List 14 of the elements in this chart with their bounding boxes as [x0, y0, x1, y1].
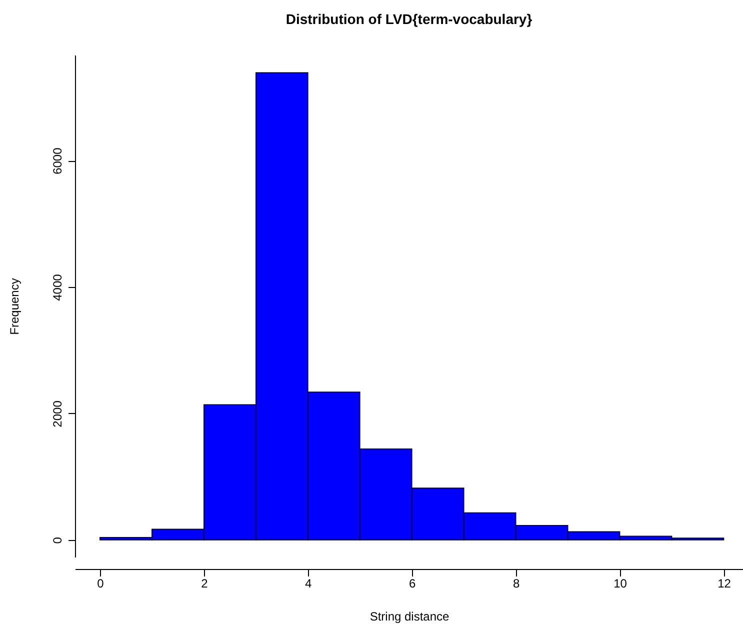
x-tick-label: 10	[614, 576, 628, 590]
x-tick-label: 2	[201, 576, 208, 590]
y-tick-label: 2000	[50, 400, 64, 428]
y-tick-label: 4000	[50, 274, 64, 301]
x-axis-title: String distance	[370, 610, 450, 624]
x-tick-label: 4	[305, 576, 312, 590]
x-tick-label: 0	[97, 576, 104, 590]
x-tick-label: 8	[512, 576, 520, 590]
y-tick-label: 6000	[50, 147, 64, 174]
x-tick-label: 12	[718, 576, 732, 590]
chart-title: Distribution of LVD{term-vocabulary}	[286, 11, 533, 27]
y-tick-label: 0	[50, 536, 64, 544]
y-axis-title: Frequency	[8, 278, 22, 335]
x-tick-label: 6	[409, 576, 416, 590]
